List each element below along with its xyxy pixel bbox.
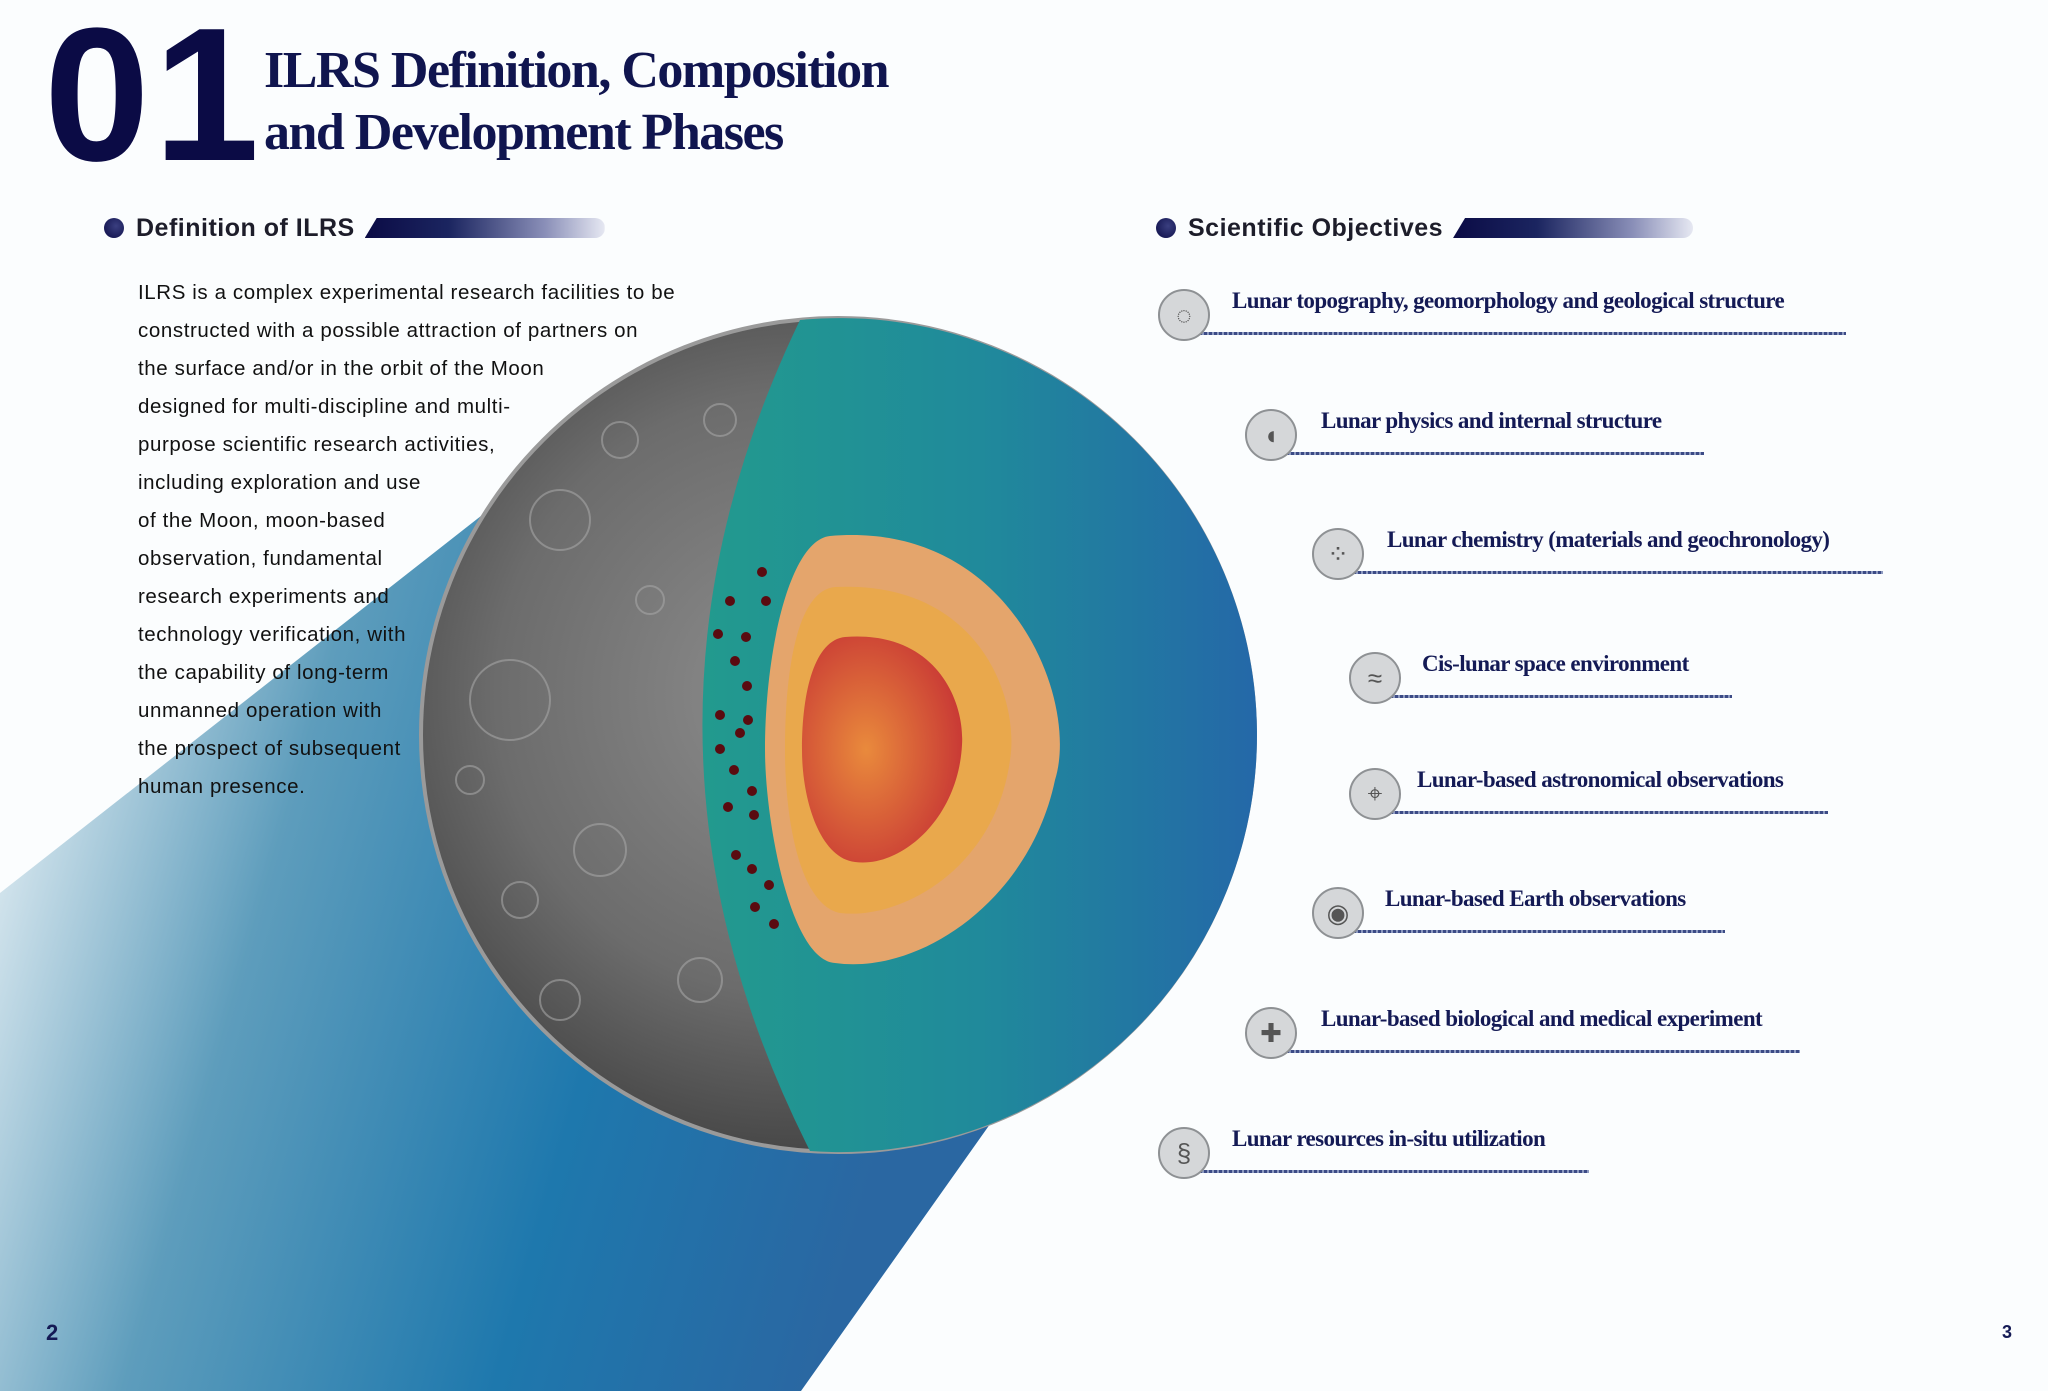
definition-text-line: technology verification, with <box>138 623 407 646</box>
moon-craters <box>455 403 737 1021</box>
objective-label: Lunar-based biological and medical exper… <box>1321 1006 1763 1031</box>
section-number: 01 <box>44 0 264 201</box>
moon-surface-icon: ◌ <box>1158 289 1210 341</box>
page-number-right: 3 <box>2002 1322 2013 1342</box>
heading-decor-bar <box>364 218 605 238</box>
objective-underline <box>1348 571 1883 574</box>
magma-dot <box>713 629 723 639</box>
magma-dot <box>742 681 752 691</box>
medical-kit-icon: ✚ <box>1245 1007 1297 1059</box>
objective-label: Lunar chemistry (materials and geochrono… <box>1387 527 1830 552</box>
magma-dot <box>764 880 774 890</box>
telescope-icon: ⌖ <box>1349 768 1401 820</box>
objective-underline <box>1385 811 1828 814</box>
page-title: ILRS Definition, Composition and Develop… <box>264 40 890 164</box>
magma-dot <box>769 919 779 929</box>
objective-label: Lunar physics and internal structure <box>1321 408 1662 433</box>
bullet-icon <box>1156 218 1176 238</box>
objective-underline <box>1281 452 1704 455</box>
definition-text-line: purpose scientific research activities, <box>138 433 496 456</box>
crater <box>501 881 539 919</box>
crater <box>529 489 591 551</box>
objective-label: Lunar-based Earth observations <box>1385 886 1686 911</box>
magma-dot <box>735 728 745 738</box>
magma-dot <box>725 596 735 606</box>
definition-heading-label: Definition of ILRS <box>136 213 355 242</box>
definition-text-line: human presence. <box>138 775 306 798</box>
page-title-line-2: and Development Phases <box>264 104 784 161</box>
eye-magnifier-icon: ◉ <box>1312 887 1364 939</box>
definition-text-line: constructed with a possible attraction o… <box>138 319 639 342</box>
crater <box>573 823 627 877</box>
magma-dot <box>747 786 757 796</box>
crater <box>601 421 639 459</box>
magma-dot <box>715 744 725 754</box>
definition-text-line: the capability of long-term <box>138 661 389 684</box>
magma-dot <box>731 850 741 860</box>
magma-dot <box>749 810 759 820</box>
definition-text-line: the surface and/or in the orbit of the M… <box>138 357 545 380</box>
magma-dot <box>761 596 771 606</box>
crater <box>469 659 551 741</box>
definition-text-line: ILRS is a complex experimental research … <box>138 281 676 304</box>
crater <box>539 979 581 1021</box>
objective-underline <box>1348 930 1725 933</box>
bullet-icon <box>104 218 124 238</box>
definition-text-line: unmanned operation with <box>138 699 383 722</box>
definition-text-line: including exploration and use <box>138 471 421 494</box>
heading-decor-bar <box>1453 218 1694 238</box>
objective-underline <box>1194 1170 1589 1173</box>
objective-label: Lunar resources in-situ utilization <box>1232 1126 1546 1151</box>
magma-dot <box>741 632 751 642</box>
definition-heading: Definition of ILRS <box>104 208 605 248</box>
objective-underline <box>1385 695 1732 698</box>
definition-text: ILRS is a complex experimental research … <box>138 274 675 806</box>
magma-dot <box>715 710 725 720</box>
objectives-heading-label: Scientific Objectives <box>1188 213 1444 242</box>
magma-dot <box>747 864 757 874</box>
definition-text-line: of the Moon, moon-based <box>138 509 386 532</box>
objective-label: Lunar-based astronomical observations <box>1417 767 1784 792</box>
definition-text-line: observation, fundamental <box>138 547 383 570</box>
definition-text-line: research experiments and <box>138 585 390 608</box>
objective-underline <box>1194 332 1846 335</box>
magma-dot <box>730 656 740 666</box>
crater <box>455 765 485 795</box>
dna-icon: § <box>1158 1127 1210 1179</box>
page-number-left: 2 <box>46 1320 59 1345</box>
waves-icon: ≈ <box>1349 652 1401 704</box>
magma-dot <box>750 902 760 912</box>
page-title-line-1: ILRS Definition, Composition <box>264 42 890 99</box>
objective-label: Lunar topography, geomorphology and geol… <box>1232 288 1785 313</box>
magma-dot <box>723 802 733 812</box>
magma-dot <box>729 765 739 775</box>
moon-interior-icon: ◖ <box>1245 409 1297 461</box>
crater <box>677 957 723 1003</box>
objective-label: Cis-lunar space environment <box>1422 651 1689 676</box>
crater <box>635 585 665 615</box>
definition-text-line: designed for multi-discipline and multi- <box>138 395 511 418</box>
moon-inner-core <box>802 636 963 863</box>
objectives-heading: Scientific Objectives <box>1156 208 1694 248</box>
magma-dot <box>757 567 767 577</box>
particles-icon: ⁘ <box>1312 528 1364 580</box>
moon-magma-dots <box>713 567 779 929</box>
magma-dot <box>743 715 753 725</box>
definition-text-line: the prospect of subsequent <box>138 737 401 760</box>
crater <box>703 403 737 437</box>
objective-underline <box>1281 1050 1800 1053</box>
